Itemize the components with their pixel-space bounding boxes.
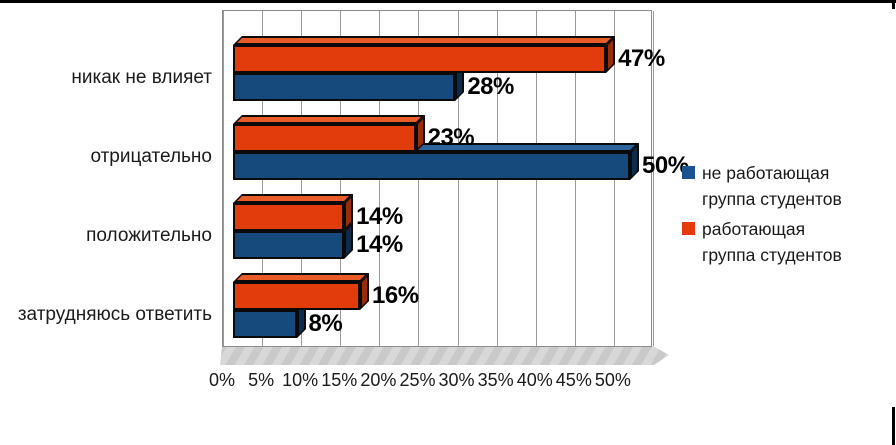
legend-swatch-orange [682,222,695,235]
x-axis-tick-label: 40% [516,370,553,390]
bar-nonworking-1-front-face [233,152,630,180]
bar-working-3 [233,273,370,310]
right-border-mark-bottom [892,407,895,445]
value-label-nonworking-3: 8% [308,310,343,337]
value-label-nonworking-1: 50% [642,152,689,179]
bar-working-1-front-face [233,124,416,152]
x-axis-tick-label: 35% [477,370,514,390]
bar-working-1 [233,115,425,152]
x-axis-tick-label: 25% [399,370,436,390]
value-label-working-1: 23% [427,124,475,151]
legend-entry-nonworking-group: не работающая группа студентов [676,160,861,212]
category-label-2: положительно [86,225,212,246]
category-label-3: затрудняюсь ответить [17,304,212,325]
value-label-working-3: 16% [372,282,419,309]
bar-nonworking-0-front-face [233,73,456,101]
bar-working-2-front-face [233,203,345,231]
value-label-nonworking-0: 28% [467,73,514,100]
bar-working-0-front-face [233,45,607,73]
x-axis-tick-label: 15% [321,370,358,390]
bar-working-3-front-face [233,282,361,310]
bar-working-2-top-face [233,194,354,203]
legend-entry-working-group: работающая группа студентов [676,216,861,268]
gridline [223,11,224,346]
x-axis-tick-label: 30% [438,370,475,390]
legend-swatch-blue [682,166,695,179]
x-axis-tick-label: 5% [248,370,275,390]
category-label-0: никак не влияет [71,67,212,88]
x-axis-tick-label: 45% [555,370,592,390]
bar-nonworking-3-front-face [233,310,297,338]
bar-working-0 [233,36,616,73]
x-axis-tick-label: 20% [360,370,397,390]
value-label-working-2: 14% [356,203,403,230]
bar-nonworking-0 [233,64,465,101]
right-border-mark-top [892,0,895,9]
value-label-nonworking-2: 14% [356,231,403,258]
value-label-working-0: 47% [618,45,665,72]
x-axis-tick-label: 10% [282,370,319,390]
bar-nonworking-1 [233,143,639,180]
bar-nonworking-2-front-face [233,231,345,259]
bar-nonworking-3 [233,301,306,338]
legend-label: не работающая группа студентов [702,163,842,209]
category-label-1: отрицательно [90,146,212,167]
chart-floor [220,346,669,365]
legend: не работающая группа студентов работающа… [676,160,861,272]
bar-working-1-top-face [233,115,425,124]
legend-label: работающая группа студентов [702,219,842,265]
gridline [653,11,654,346]
bar-working-3-top-face [233,273,370,282]
x-axis-tick-label: 50% [594,370,631,390]
bar-working-2 [233,194,354,231]
top-border-rule [0,0,896,3]
bar-working-0-top-face [233,36,616,45]
bar-nonworking-2 [233,222,354,259]
x-axis-tick-label: 0% [208,370,235,390]
